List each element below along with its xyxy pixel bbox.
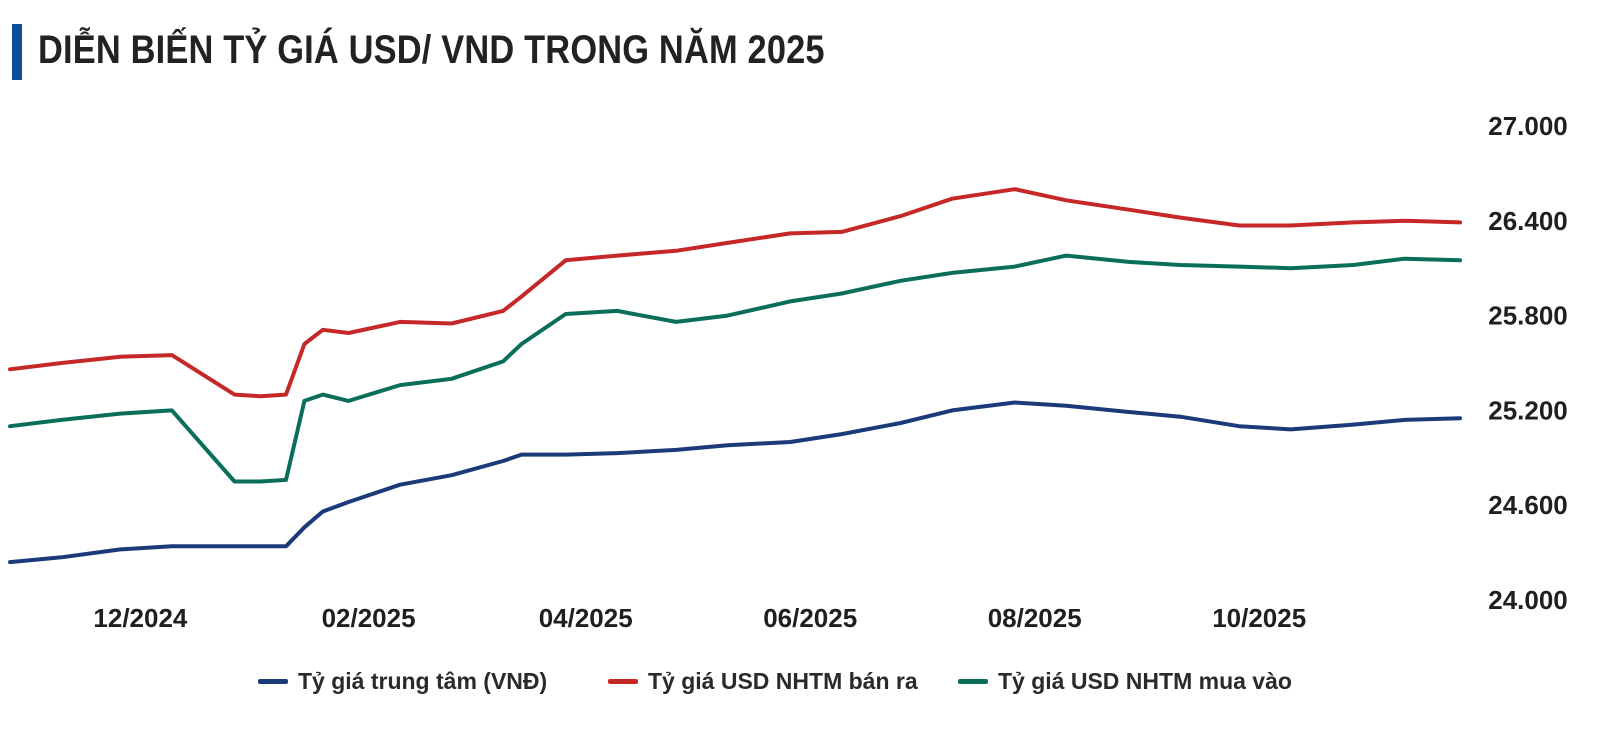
y-tick-label: 27.000 (1488, 111, 1568, 141)
legend-swatch-bank-buy-rate (958, 679, 988, 684)
series-line-1 (8, 187, 1462, 399)
title-accent-bar (12, 24, 22, 80)
y-axis-ticks: 24.000 24.600 25.200 25.800 26.400 27.000 (1488, 111, 1568, 615)
y-tick-label: 24.600 (1488, 490, 1568, 520)
x-tick-label: 12/2024 (93, 603, 188, 633)
y-tick-label: 26.400 (1488, 206, 1568, 236)
y-tick-label: 24.000 (1488, 585, 1568, 615)
legend-swatch-bank-sell-rate (608, 679, 638, 684)
legend: Tỷ giá trung tâm (VNĐ) Tỷ giá USD NHTM b… (0, 668, 1600, 712)
series-lines (8, 187, 1462, 565)
x-axis-ticks: 12/2024 02/2025 04/2025 06/2025 08/2025 10/20… (93, 603, 1306, 633)
legend-swatch-central-rate (258, 679, 288, 684)
y-tick-label: 25.200 (1488, 395, 1568, 425)
chart-title: DIỄN BIẾN TỶ GIÁ USD/ VND TRONG NĂM 2025 (38, 28, 825, 72)
x-tick-label: 04/2025 (539, 603, 633, 633)
legend-item-central-rate: Tỷ giá trung tâm (VNĐ) (258, 668, 547, 695)
x-tick-label: 02/2025 (322, 603, 416, 633)
series-line-0 (8, 400, 1462, 565)
legend-label-central-rate: Tỷ giá trung tâm (VNĐ) (298, 668, 548, 694)
legend-item-bank-sell-rate: Tỷ giá USD NHTM bán ra (608, 668, 918, 695)
x-tick-label: 06/2025 (763, 603, 857, 633)
legend-label-bank-sell-rate: Tỷ giá USD NHTM bán ra (648, 668, 918, 694)
series-line-2 (8, 253, 1462, 484)
y-tick-label: 25.800 (1488, 301, 1568, 331)
legend-item-bank-buy-rate: Tỷ giá USD NHTM mua vào (958, 668, 1292, 695)
x-tick-label: 08/2025 (988, 603, 1082, 633)
x-tick-label: 10/2025 (1212, 603, 1306, 633)
legend-label-bank-buy-rate: Tỷ giá USD NHTM mua vào (998, 668, 1292, 694)
